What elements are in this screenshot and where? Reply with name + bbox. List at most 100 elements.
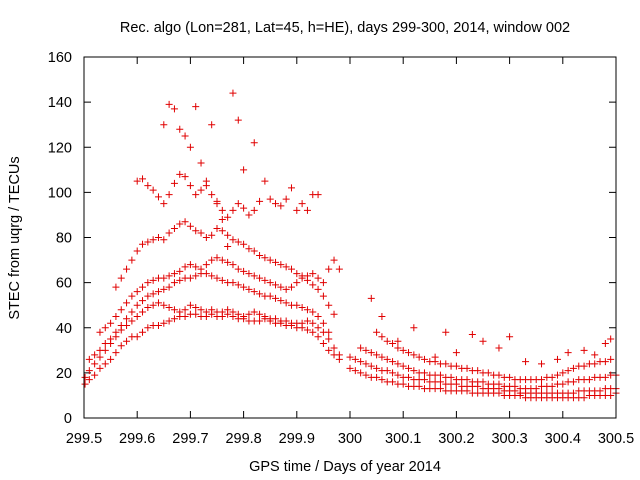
data-point	[261, 312, 269, 320]
data-point	[133, 301, 141, 309]
data-point	[261, 276, 269, 284]
data-point	[569, 378, 577, 386]
data-point	[330, 344, 338, 352]
data-point	[282, 195, 290, 203]
data-point	[261, 254, 269, 262]
data-point	[261, 177, 269, 185]
data-point	[410, 324, 418, 332]
data-point	[319, 292, 327, 300]
data-point	[420, 355, 428, 363]
x-tick-label: 300	[338, 431, 362, 447]
data-point	[394, 360, 402, 368]
data-point	[139, 283, 147, 291]
data-point	[277, 202, 285, 210]
data-point	[133, 333, 141, 341]
data-point	[532, 385, 540, 393]
data-point	[218, 215, 226, 223]
data-point	[149, 276, 157, 284]
data-point	[139, 240, 147, 248]
data-point	[176, 267, 184, 275]
data-point	[272, 281, 280, 289]
data-point	[346, 353, 354, 361]
data-point	[165, 303, 173, 311]
data-point	[373, 351, 381, 359]
data-point	[160, 285, 168, 293]
data-point	[170, 315, 178, 323]
data-point	[234, 310, 242, 318]
data-point	[303, 306, 311, 314]
data-point	[128, 256, 136, 264]
data-point	[144, 324, 152, 332]
data-point	[154, 193, 162, 201]
data-point	[394, 371, 402, 379]
data-point	[351, 355, 359, 363]
data-point	[123, 337, 131, 345]
data-point	[107, 319, 115, 327]
data-point	[101, 340, 109, 348]
data-point	[192, 310, 200, 318]
data-point	[192, 303, 200, 311]
data-point	[165, 317, 173, 325]
data-point	[309, 308, 317, 316]
data-point	[107, 355, 115, 363]
data-point	[367, 349, 375, 357]
data-point	[165, 283, 173, 291]
x-tick-label: 299.8	[225, 431, 261, 447]
data-point	[357, 358, 365, 366]
data-points	[81, 89, 620, 402]
data-point	[170, 224, 178, 232]
data-point	[170, 105, 178, 113]
data-point	[495, 371, 503, 379]
data-point	[149, 301, 157, 309]
data-point	[192, 227, 200, 235]
data-point	[229, 279, 237, 287]
data-point	[197, 306, 205, 314]
data-point	[479, 378, 487, 386]
series-arc-11	[373, 328, 615, 384]
data-point	[314, 324, 322, 332]
data-point	[314, 333, 322, 341]
data-point	[484, 369, 492, 377]
data-point	[186, 222, 194, 230]
series-arc-7	[160, 89, 258, 251]
data-point	[229, 236, 237, 244]
data-point	[170, 306, 178, 314]
data-point	[559, 369, 567, 377]
data-point	[389, 369, 397, 377]
y-tick-label: 0	[64, 411, 72, 427]
data-point	[112, 312, 120, 320]
data-point	[607, 335, 615, 343]
data-point	[607, 391, 615, 399]
data-point	[266, 256, 274, 264]
data-point	[442, 360, 450, 368]
data-point	[245, 211, 253, 219]
data-point	[394, 344, 402, 352]
data-point	[96, 328, 104, 336]
data-point	[282, 263, 290, 271]
data-point	[202, 177, 210, 185]
data-point	[256, 290, 264, 298]
data-point	[596, 387, 604, 395]
y-tick-label: 160	[48, 50, 72, 66]
data-point	[133, 177, 141, 185]
x-axis-ticks: 299.5 299.6 299.7 299.8 299.9 300 300.1 300.2 30…	[66, 57, 634, 447]
data-point	[548, 382, 556, 390]
data-point	[133, 247, 141, 255]
data-point	[234, 265, 242, 273]
data-point	[250, 308, 258, 316]
data-point	[107, 335, 115, 343]
data-point	[538, 376, 546, 384]
data-point	[272, 315, 280, 323]
data-point	[181, 218, 189, 226]
data-point	[538, 360, 546, 368]
data-point	[123, 315, 131, 323]
x-tick-label: 299.6	[119, 431, 155, 447]
data-point	[250, 139, 258, 147]
data-point	[330, 310, 338, 318]
x-tick-label: 300.1	[385, 431, 421, 447]
chart-title: Rec. algo (Lon=281, Lat=45, h=HE), days …	[120, 20, 570, 36]
data-point	[149, 186, 157, 194]
data-point	[272, 200, 280, 208]
data-point	[357, 344, 365, 352]
data-point	[160, 319, 168, 327]
